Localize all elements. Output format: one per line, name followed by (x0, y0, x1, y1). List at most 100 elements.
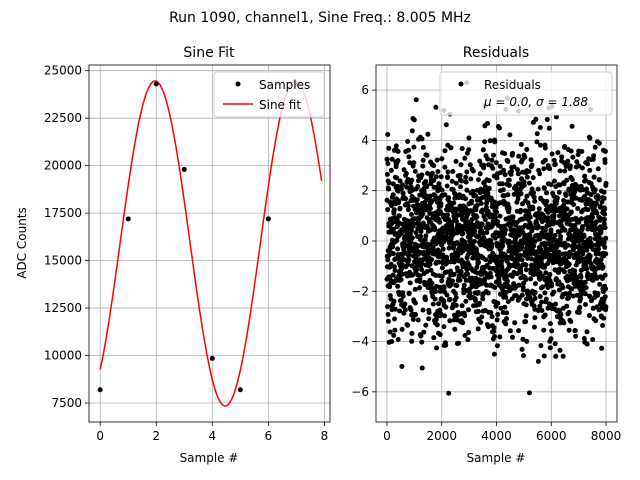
residual-point (547, 166, 553, 172)
residual-point (439, 265, 445, 271)
residual-point (493, 205, 499, 210)
residual-point (603, 304, 609, 310)
residual-point (535, 232, 541, 238)
residual-point (589, 242, 595, 248)
residual-point (532, 198, 538, 204)
residual-point (492, 235, 498, 241)
residual-point (470, 168, 476, 174)
residual-point (401, 167, 407, 173)
residual-point (468, 176, 474, 182)
residual-point (481, 162, 487, 168)
residual-point (451, 271, 457, 277)
residual-point (504, 310, 510, 316)
residual-point (579, 165, 585, 171)
residual-point (452, 326, 458, 332)
residual-point (597, 281, 603, 287)
residual-point (557, 182, 563, 188)
residual-point (385, 318, 391, 324)
residual-point (556, 287, 562, 293)
residual-point (519, 292, 525, 298)
residual-point (482, 276, 488, 282)
residual-point (423, 179, 429, 184)
residual-point (524, 174, 530, 180)
residual-point (467, 162, 473, 168)
residual-point (519, 257, 525, 263)
residual-point (570, 154, 576, 160)
residual-point (453, 180, 459, 186)
residual-point (485, 156, 491, 162)
residual-point (419, 267, 425, 273)
residual-point (418, 224, 424, 230)
residual-point (567, 290, 572, 296)
residual-point (390, 251, 396, 257)
residual-point (445, 169, 451, 175)
residual-point (427, 193, 433, 199)
residual-point (485, 324, 491, 330)
residual-point (552, 341, 558, 347)
residual-point (460, 320, 466, 326)
residual-point (601, 189, 607, 195)
residual-point (384, 156, 390, 162)
residual-point (531, 194, 537, 200)
residual-point (429, 170, 435, 176)
residual-point (460, 230, 466, 236)
residual-point (421, 329, 427, 335)
residual-point (568, 148, 574, 154)
residual-point (497, 334, 503, 340)
residuals-plot-area (384, 80, 609, 396)
residual-point (592, 187, 598, 193)
residual-point (490, 165, 496, 171)
residual-point (574, 159, 580, 165)
residual-point (552, 178, 557, 184)
residuals-ticks: 0 2000 4000 6000 8000 −6 −4 −2 0 2 4 6 (351, 83, 621, 443)
residual-point (522, 154, 528, 160)
residual-point (487, 138, 493, 144)
residual-point (391, 298, 397, 304)
sine-fit-xlabel: Sample # (180, 451, 239, 465)
residual-point (561, 269, 567, 275)
residual-point (603, 251, 609, 257)
residual-point (459, 303, 465, 309)
residual-point (578, 296, 584, 302)
residual-point (574, 274, 580, 280)
residual-point (569, 286, 575, 292)
residual-point (488, 310, 494, 315)
residual-point (437, 219, 443, 225)
residual-point (503, 227, 508, 233)
residual-point (542, 254, 548, 260)
residual-point (510, 334, 515, 340)
residual-point (408, 227, 414, 233)
residual-point (451, 200, 457, 206)
residual-point (413, 300, 418, 306)
residual-point (602, 211, 608, 217)
residual-point (585, 207, 591, 213)
residual-point (498, 305, 504, 311)
residual-point (532, 295, 538, 301)
residual-point (492, 334, 497, 339)
residual-point (579, 149, 585, 154)
residual-point (424, 152, 430, 158)
residual-point (506, 182, 512, 188)
residual-point (510, 150, 516, 156)
residual-point (436, 181, 442, 187)
residual-point (399, 271, 405, 277)
sine-fit-ytick-label: 20000 (44, 159, 82, 173)
residual-point (542, 312, 548, 318)
residual-point (444, 292, 450, 298)
residuals-xtick-label: 4000 (481, 429, 512, 443)
residuals-ytick-label: 0 (361, 234, 369, 248)
residual-point (595, 166, 601, 172)
residual-point (398, 277, 404, 283)
residual-point (405, 176, 411, 182)
residual-point (526, 208, 532, 214)
residual-point (478, 242, 484, 248)
residual-point (596, 140, 602, 146)
residual-point (439, 187, 445, 193)
residual-point (424, 269, 430, 274)
residual-point (543, 270, 549, 276)
residual-point (409, 177, 415, 183)
residual-point (396, 198, 402, 204)
residuals-ytick-label: −2 (351, 284, 369, 298)
residual-point (447, 318, 453, 324)
residual-point (407, 160, 413, 166)
